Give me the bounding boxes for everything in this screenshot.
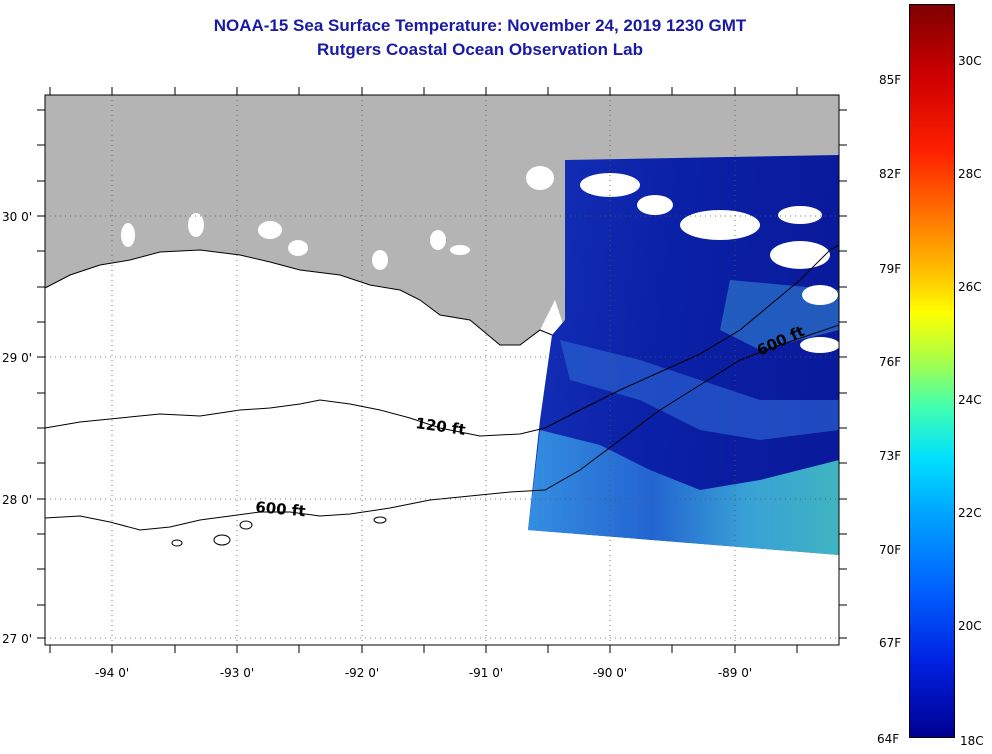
colorbar-c-22: 22C: [958, 506, 982, 520]
colorbar-f-64: 64F: [877, 732, 900, 746]
lon-label-90: -90 0': [593, 666, 627, 680]
map-title: NOAA-15 Sea Surface Temperature: Novembe…: [213, 16, 747, 35]
graticule: [45, 95, 839, 645]
lat-label-28: 28 0': [2, 493, 32, 507]
plot-frame: [44, 94, 840, 646]
lon-label-94: -94 0': [95, 666, 129, 680]
colorbar-c-24: 24C: [958, 393, 982, 407]
colorbar-f-79: 79F: [879, 262, 902, 276]
lat-label-30: 30 0': [2, 210, 32, 224]
lat-label-29: 29 0': [2, 351, 32, 365]
colorbar-f-76: 76F: [879, 355, 902, 369]
colorbar-f-82: 82F: [879, 167, 902, 181]
colorbar-c-20: 20C: [958, 619, 982, 633]
contour-120ft: [45, 244, 839, 437]
temperature-colorbar: [909, 4, 955, 738]
contour-label-600ft: 600 ft: [255, 498, 307, 520]
lon-label-92: -92 0': [345, 666, 379, 680]
colorbar-f-85: 85F: [879, 73, 902, 87]
lon-label-93: -93 0': [220, 666, 254, 680]
land-mass: [45, 95, 839, 345]
colorbar-f-73: 73F: [879, 449, 902, 463]
colorbar-f-67: 67F: [879, 636, 902, 650]
lon-label-91: -91 0': [469, 666, 503, 680]
warm-water: [528, 430, 839, 555]
lon-label-89: -89 0': [718, 666, 752, 680]
colorbar-c-30: 30C: [958, 54, 982, 68]
tick-marks: [37, 87, 847, 653]
contour-600ft: [45, 324, 839, 531]
colorbar-f-70: 70F: [879, 543, 902, 557]
colorbar-c-28: 28C: [958, 167, 982, 181]
colorbar-c-18: 18C: [960, 734, 984, 748]
colorbar-c-26: 26C: [958, 280, 982, 294]
lat-label-27: 27 0': [2, 632, 32, 646]
map-subtitle: Rutgers Coastal Ocean Observation Lab: [317, 40, 643, 59]
